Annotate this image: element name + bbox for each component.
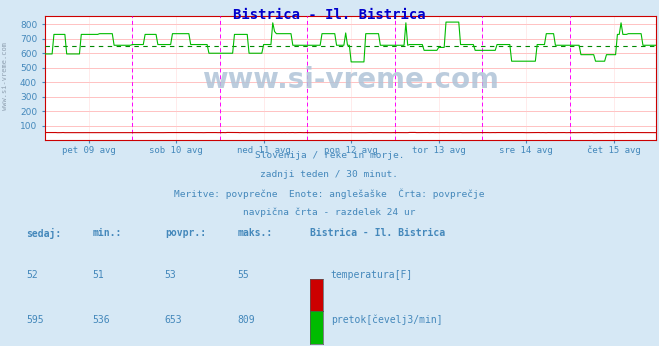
Text: 536: 536 xyxy=(92,315,110,325)
Text: povpr.:: povpr.: xyxy=(165,228,206,238)
Text: 653: 653 xyxy=(165,315,183,325)
Text: temperatura[F]: temperatura[F] xyxy=(331,270,413,280)
Text: pretok[čevelj3/min]: pretok[čevelj3/min] xyxy=(331,315,442,325)
Text: 55: 55 xyxy=(237,270,249,280)
Text: 51: 51 xyxy=(92,270,104,280)
Text: Bistrica - Il. Bistrica: Bistrica - Il. Bistrica xyxy=(310,228,445,238)
Text: Meritve: povprečne  Enote: anglešaške  Črta: povprečje: Meritve: povprečne Enote: anglešaške Črt… xyxy=(174,189,485,199)
Text: 809: 809 xyxy=(237,315,255,325)
Text: Slovenija / reke in morje.: Slovenija / reke in morje. xyxy=(255,151,404,160)
Text: 53: 53 xyxy=(165,270,177,280)
Text: 595: 595 xyxy=(26,315,44,325)
Text: maks.:: maks.: xyxy=(237,228,272,238)
Text: www.si-vreme.com: www.si-vreme.com xyxy=(2,42,9,110)
Text: min.:: min.: xyxy=(92,228,122,238)
Text: www.si-vreme.com: www.si-vreme.com xyxy=(202,66,499,94)
Text: sedaj:: sedaj: xyxy=(26,228,61,239)
Text: Bistrica - Il. Bistrica: Bistrica - Il. Bistrica xyxy=(233,8,426,21)
Text: zadnji teden / 30 minut.: zadnji teden / 30 minut. xyxy=(260,170,399,179)
Text: 52: 52 xyxy=(26,270,38,280)
Text: navpična črta - razdelek 24 ur: navpična črta - razdelek 24 ur xyxy=(243,208,416,217)
